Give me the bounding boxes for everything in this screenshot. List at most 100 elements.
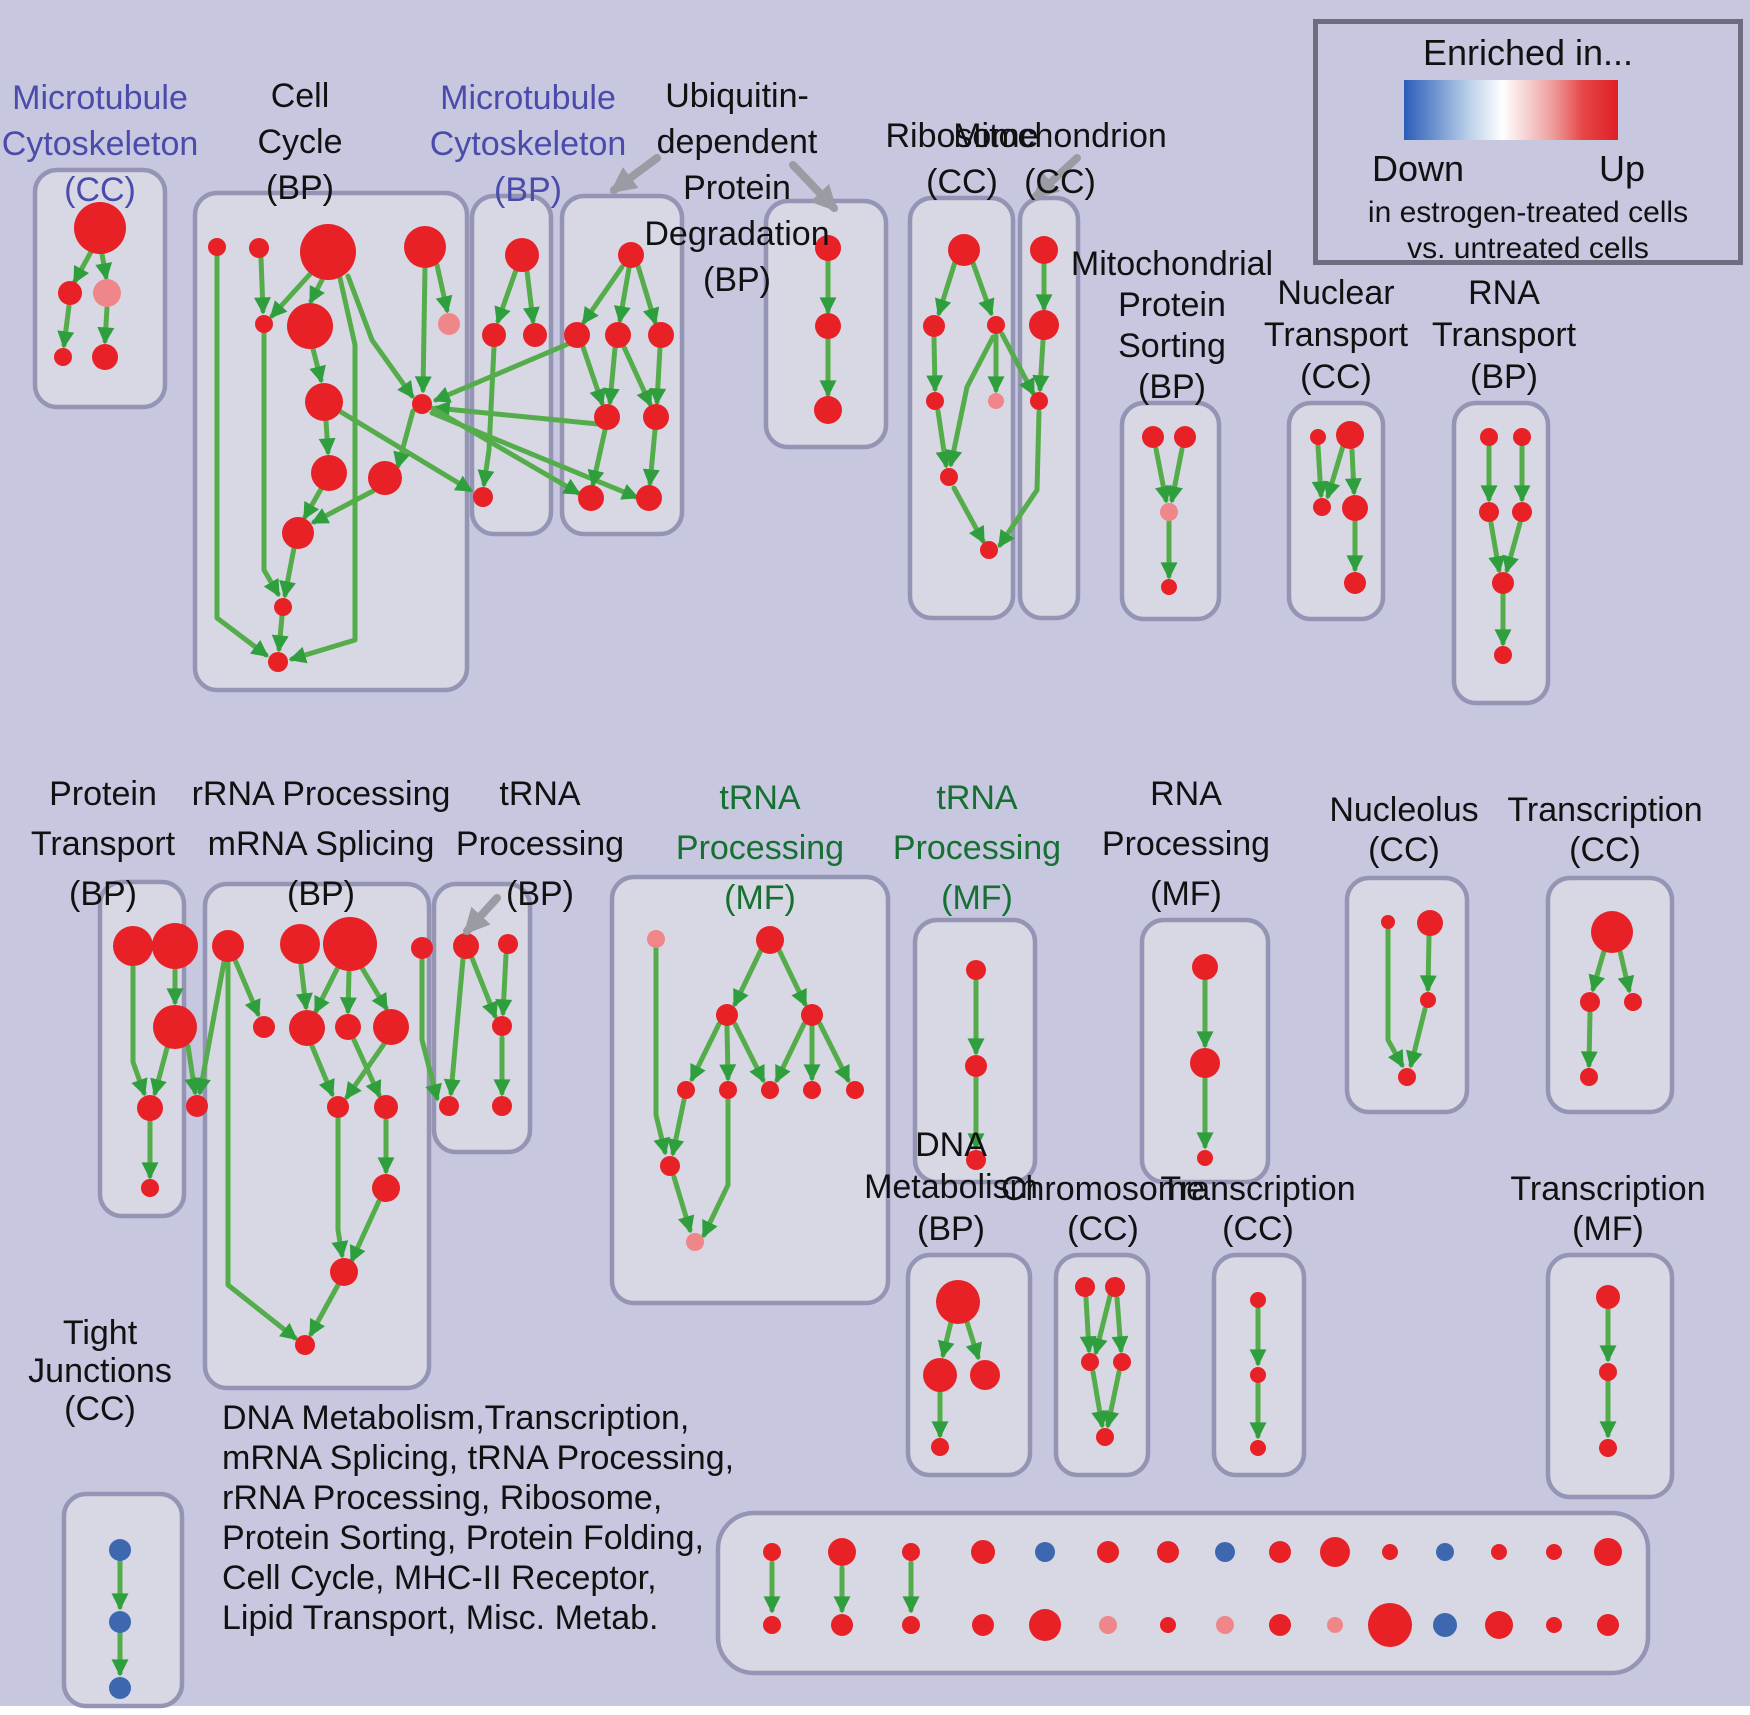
go-term-node [92, 344, 118, 370]
go-term-node [902, 1543, 920, 1561]
go-term-node [1596, 1285, 1620, 1309]
go-term-node [1113, 1353, 1131, 1371]
relation-edge-arrow [613, 265, 632, 324]
go-term-node [1310, 429, 1326, 445]
relation-edge-arrow [309, 346, 326, 384]
cluster-box-chromosome [1053, 1252, 1151, 1478]
go-term-node [492, 1096, 512, 1116]
go-term-node [1081, 1353, 1099, 1371]
go-term-node [1029, 310, 1059, 340]
relation-edge-arrow [72, 247, 95, 284]
go-term-node [74, 202, 126, 254]
relation-edge-arrow [1166, 446, 1185, 504]
go-term-node [761, 1081, 779, 1099]
go-term-node [719, 1081, 737, 1099]
go-term-node [1398, 1068, 1416, 1086]
relation-edge-arrow [271, 613, 289, 653]
go-term-node [578, 485, 604, 511]
go-term-node [186, 1095, 208, 1117]
label-pointer-arrow [1032, 154, 1081, 200]
go-term-node [1099, 1616, 1117, 1634]
nodes-layer [54, 202, 1642, 1699]
relation-edge-arrow [359, 965, 389, 1011]
relation-edge-arrow [1091, 1293, 1113, 1356]
go-term-node [109, 1677, 131, 1699]
go-term-node [677, 1081, 695, 1099]
relation-edge-arrow [308, 1282, 341, 1337]
go-term-node [988, 393, 1004, 409]
go-term-node [1417, 910, 1443, 936]
go-term-node [141, 1179, 159, 1197]
go-term-node [846, 1081, 864, 1099]
go-term-node [1160, 1617, 1176, 1633]
relation-edge-arrow [701, 1097, 731, 1239]
go-term-node [372, 1174, 400, 1202]
relation-edge-arrow [339, 969, 357, 1015]
relation-edge-arrow [419, 957, 442, 1102]
legend-box: Enriched in... Down Up in estrogen-treat… [1313, 19, 1743, 265]
go-term-node [330, 1258, 358, 1286]
relation-edge-arrow [951, 485, 986, 544]
go-term-node [1368, 1603, 1412, 1647]
go-term-node [1174, 426, 1196, 448]
go-term-node [1190, 1048, 1220, 1078]
go-term-node [1192, 954, 1218, 980]
go-term-node [636, 485, 662, 511]
go-term-node [756, 926, 784, 954]
relation-edge-arrow [432, 341, 571, 403]
go-term-node [660, 1156, 680, 1176]
go-term-node [311, 455, 347, 491]
relation-edge-arrow [345, 273, 415, 399]
go-term-node [1580, 1068, 1598, 1086]
relation-edge-arrow [253, 255, 271, 315]
relation-edge-arrow [414, 265, 432, 394]
go-term-node [1594, 1538, 1622, 1566]
go-term-node [902, 1616, 920, 1634]
go-term-node [1420, 992, 1436, 1008]
relation-edge-arrow [1111, 1295, 1129, 1354]
relation-edge-arrow [331, 1116, 349, 1259]
relation-edge-arrow [934, 259, 958, 317]
relation-edge-arrow [434, 262, 453, 314]
go-term-node [1216, 1616, 1234, 1634]
relation-edge-arrow [580, 344, 606, 407]
go-term-node [1157, 1541, 1179, 1563]
go-term-node [1030, 392, 1048, 410]
go-term-node [282, 517, 314, 549]
relation-edge-arrow [261, 330, 281, 597]
go-term-node [300, 224, 356, 280]
cluster-box-misc-strip [715, 1510, 1651, 1676]
go-term-node [58, 281, 82, 305]
relation-edge-arrow [225, 960, 298, 1341]
go-term-node [1512, 502, 1532, 522]
go-term-node [594, 404, 620, 430]
relation-edge-arrow [279, 545, 297, 599]
relation-edge-arrow [469, 955, 498, 1020]
go-term-node [1491, 1544, 1507, 1560]
go-term-node [1599, 1439, 1617, 1457]
go-term-node [268, 652, 288, 672]
go-term-node [305, 383, 343, 421]
relation-edge-arrow [671, 1174, 695, 1234]
go-term-node [647, 930, 665, 948]
relation-edge-arrow [443, 956, 466, 1097]
go-term-node [1513, 428, 1531, 446]
relation-edge-arrow [1079, 1295, 1097, 1354]
go-term-node [1030, 236, 1058, 264]
go-term-node [970, 1360, 1000, 1390]
cluster-box-microtubule-bp [469, 193, 554, 537]
legend-subtitle-line2: vs. untreated cells [1407, 232, 1649, 265]
go-term-node [1485, 1611, 1513, 1639]
go-term-node [716, 1004, 738, 1026]
go-term-node [323, 917, 377, 971]
go-term-node [439, 1096, 459, 1116]
relation-edge-arrow [495, 952, 513, 1017]
go-term-node [936, 1280, 980, 1324]
go-term-node [453, 933, 479, 959]
relation-edge-arrow [1580, 1010, 1598, 1069]
misc-list-line: mRNA Splicing, tRNA Processing, [222, 1439, 735, 1477]
go-term-node [411, 937, 433, 959]
relation-edge-arrow [945, 334, 996, 468]
go-term-node [505, 238, 539, 272]
